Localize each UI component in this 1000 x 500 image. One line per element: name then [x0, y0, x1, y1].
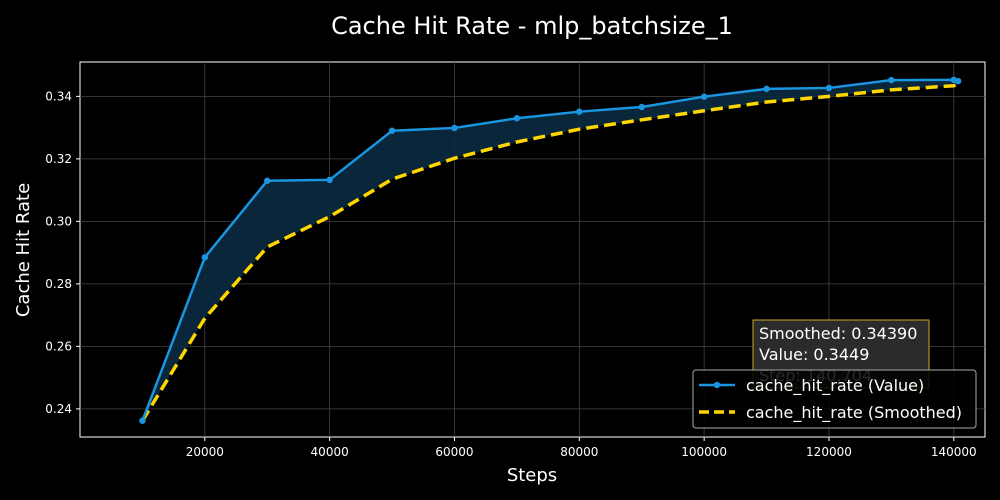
smoothed-series-line [140, 82, 959, 422]
x-axis-label: Steps [507, 465, 557, 486]
value-series-point [388, 127, 396, 134]
value-series-point [201, 254, 209, 261]
value-series-point [451, 124, 458, 132]
legend-box [692, 369, 977, 429]
x-tick-label: 120000 [806, 445, 852, 459]
y-tick-label: 0.32 [45, 152, 72, 166]
value-series-point [264, 177, 271, 184]
x-tick-label: 60000 [435, 445, 473, 459]
plot-area: 20000 40000 60000 80000 100000 120000 140000 0.… [45, 61, 986, 459]
legend-value-marker [713, 381, 721, 389]
tick-labels: 20000 40000 60000 80000 100000 120000 140000 0.… [45, 89, 976, 459]
tooltip-value: Value: 0.3449 [759, 345, 869, 364]
value-series-point [576, 108, 583, 115]
x-tick-label: 100000 [681, 445, 727, 459]
chart-title: Cache Hit Rate - mlp_batchsize_1 [331, 12, 733, 40]
value-series-point [954, 77, 962, 85]
x-tick-label: 40000 [311, 445, 349, 459]
y-tick-label: 0.26 [45, 339, 72, 353]
value-series-point [513, 115, 521, 122]
series-layer [139, 76, 962, 424]
legend-label-value: cache_hit_rate (Value) [746, 376, 924, 396]
value-series-point [638, 103, 645, 111]
y-tick-label: 0.34 [45, 89, 72, 103]
y-tick-label: 0.28 [45, 277, 72, 291]
y-tick-label: 0.24 [45, 402, 72, 416]
value-series-point [700, 93, 708, 100]
tooltip-smoothed: Smoothed: 0.34390 [759, 324, 917, 343]
value-series-point [825, 84, 833, 92]
value-series-point [139, 417, 146, 424]
value-series-point [763, 85, 770, 93]
legend-label-smoothed: cache_hit_rate (Smoothed) [746, 403, 962, 423]
x-tick-label: 140000 [931, 445, 977, 459]
x-tick-label: 20000 [186, 445, 224, 459]
value-series-point [888, 76, 895, 84]
legend: cache_hit_rate (Value) cache_hit_rate (S… [692, 369, 977, 429]
y-axis-label: Cache Hit Rate [13, 183, 34, 317]
y-tick-label: 0.30 [45, 214, 72, 228]
x-tick-label: 80000 [560, 445, 598, 459]
value-series-point [326, 176, 333, 184]
